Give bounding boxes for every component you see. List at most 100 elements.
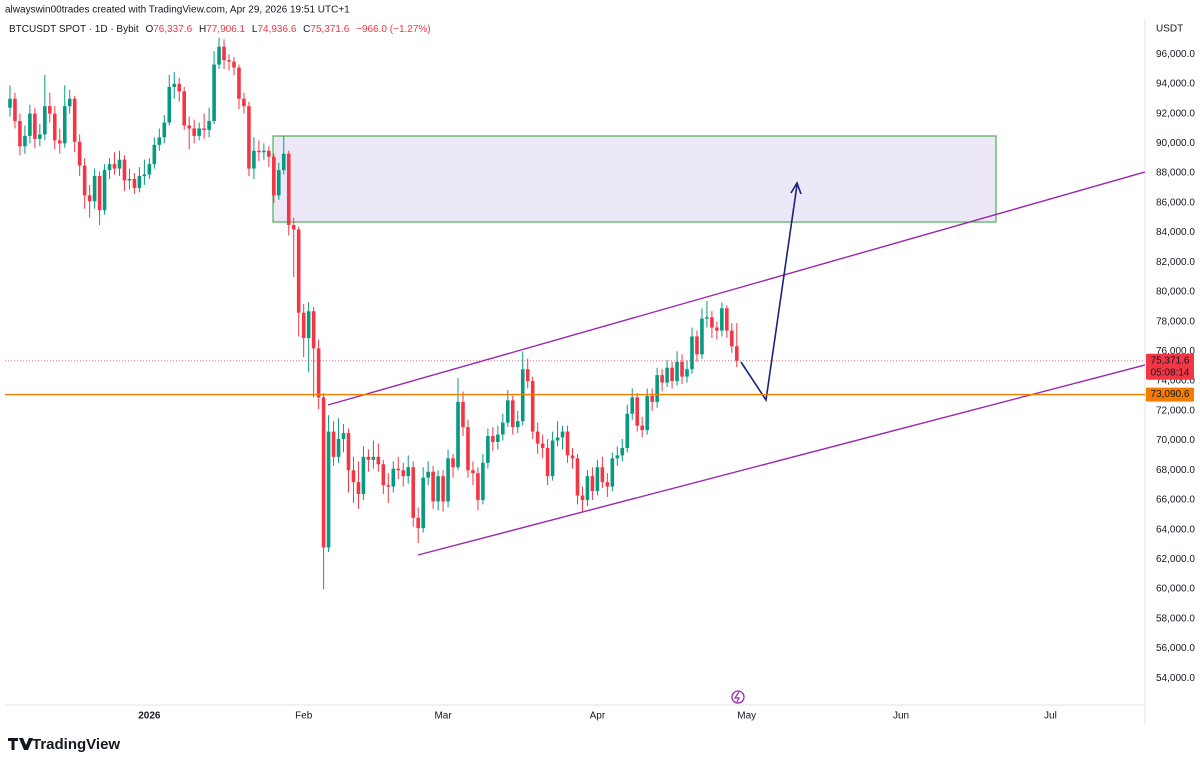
legend-key: O [145, 24, 153, 35]
candle-body [396, 468, 401, 471]
candle-body [276, 170, 281, 196]
candle-body [645, 395, 649, 431]
y-tick-label: 66,000.0 [1156, 495, 1195, 506]
candle-body [222, 46, 226, 61]
candle-body [301, 312, 306, 338]
candle-body [401, 470, 406, 477]
candle-body [127, 178, 132, 181]
candle-body [177, 83, 182, 92]
candle-body [237, 67, 241, 99]
last-price-box [1146, 353, 1194, 380]
candle-body [650, 395, 654, 402]
candle-body [82, 165, 87, 196]
candle-body [710, 317, 714, 328]
y-tick-label: 84,000.0 [1156, 227, 1195, 238]
candle-body [426, 471, 430, 478]
legend-value: 77,906.1 [206, 24, 245, 35]
candle-body [117, 159, 122, 169]
candle-body [336, 439, 341, 457]
candle-body [491, 436, 495, 442]
candle-body [57, 140, 62, 144]
candle-body [13, 98, 17, 122]
candles [8, 37, 739, 590]
candle-body [172, 83, 177, 87]
y-tick-label: 76,000.0 [1156, 346, 1195, 357]
candle-body [48, 106, 52, 114]
candle-body [102, 170, 107, 211]
candle-body [162, 122, 167, 138]
candle-body [431, 471, 435, 502]
y-tick-label: 54,000.0 [1156, 673, 1195, 684]
x-tick-label: Jul [1044, 711, 1057, 722]
candle-body [321, 397, 326, 548]
candle-body [481, 462, 485, 500]
candle-body [381, 464, 386, 486]
candle-body [685, 369, 689, 377]
y-tick-label: 68,000.0 [1156, 465, 1195, 476]
candle-body [545, 447, 550, 477]
legend-value: 74,936.6 [257, 24, 296, 35]
candle-body [361, 456, 366, 495]
candle-body [272, 156, 276, 196]
candle-body [281, 153, 286, 171]
candle-body [461, 401, 465, 428]
candle-body [157, 137, 162, 145]
candle-body [436, 476, 440, 502]
event-icon-bolt [733, 691, 740, 703]
legend-key: L [252, 24, 258, 35]
candle-body [715, 327, 719, 331]
candle-body [590, 476, 595, 492]
y-tick-label: 70,000.0 [1156, 435, 1195, 446]
brand-logo [8, 738, 33, 750]
candle-body [441, 476, 445, 502]
candle-body [182, 91, 187, 126]
candle-body [192, 128, 196, 136]
candle-body [291, 225, 296, 230]
event-icon[interactable] [731, 690, 745, 704]
candle-body [371, 456, 376, 460]
candle-body [515, 421, 520, 428]
x-tick-label: Jun [893, 711, 909, 722]
arrow-head [790, 181, 802, 195]
candle-body [540, 443, 545, 448]
candle-body [257, 150, 261, 153]
candle-body [570, 455, 575, 459]
candle-body [670, 367, 674, 382]
candle-body [476, 473, 480, 500]
y-unit: USDT [1156, 24, 1183, 35]
candle-body [550, 440, 555, 477]
candle-body [575, 458, 580, 496]
candle-body [351, 470, 356, 483]
candle-body [705, 317, 709, 319]
symbol: BTCUSDT SPOT · 1D · Bybit [9, 24, 139, 35]
candle-body [535, 431, 540, 444]
candle-body [630, 397, 635, 414]
candle-body [421, 477, 425, 529]
candle-body [386, 485, 391, 487]
supply-zone [272, 135, 997, 223]
candle-body [600, 467, 605, 483]
candle-body [655, 375, 659, 402]
candle-body [247, 106, 251, 169]
attribution: alwayswin00trades created with TradingVi… [5, 5, 350, 16]
candle-body [202, 128, 206, 130]
candle-body [331, 431, 336, 457]
candle-body [411, 467, 416, 518]
y-tick-label: 64,000.0 [1156, 524, 1195, 535]
candle-body [346, 433, 351, 471]
candle-body [212, 64, 216, 122]
candle-body [660, 375, 664, 383]
projection-arrow [740, 184, 798, 403]
candle-body [625, 413, 630, 448]
candle-body [486, 436, 490, 463]
x-tick-label: Mar [434, 711, 452, 722]
candle-body [227, 60, 231, 62]
y-tick-label: 88,000.0 [1156, 168, 1195, 179]
candle-body [530, 381, 535, 432]
candle-body [232, 61, 236, 68]
candle-body [38, 134, 42, 139]
candle-body [132, 178, 137, 188]
candle-body [147, 164, 152, 175]
candle-body [207, 121, 211, 130]
